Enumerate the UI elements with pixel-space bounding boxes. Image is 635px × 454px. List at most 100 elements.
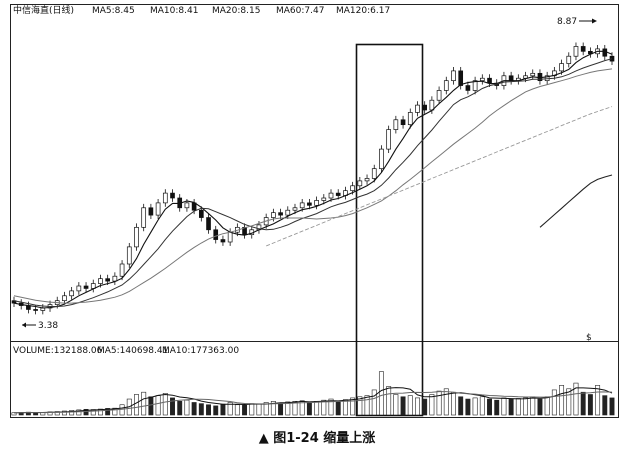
volume-bar-down	[580, 391, 586, 416]
candle	[155, 198, 161, 220]
volume-bar-down	[422, 398, 428, 416]
candle-body-up	[321, 197, 327, 201]
volume-bar-down	[508, 398, 514, 416]
candle-body-down	[400, 119, 406, 126]
candle	[386, 125, 391, 154]
volume-bar-down	[537, 398, 543, 416]
volume-bar-up	[436, 390, 442, 416]
volume-bar-down	[206, 404, 211, 416]
ma10-line	[13, 58, 613, 307]
candle	[400, 115, 406, 129]
volume-bar-down	[465, 398, 471, 416]
volume-bar-up	[386, 386, 392, 416]
candle-body-up	[479, 77, 485, 82]
volume-ma5-line	[13, 387, 613, 414]
candle-body-up	[299, 202, 305, 209]
high-arrow-head	[592, 18, 597, 24]
candle-body-up	[98, 278, 103, 284]
candle	[162, 189, 168, 207]
candle-body-down	[213, 229, 219, 240]
candle	[148, 203, 154, 220]
candle	[516, 74, 521, 85]
candle-body-up	[350, 185, 355, 192]
candle	[357, 176, 363, 190]
candle	[11, 296, 17, 308]
volume-bar-down	[306, 402, 312, 416]
volume-bar-up	[97, 408, 103, 416]
candle-body-down	[170, 192, 175, 199]
candle	[364, 174, 370, 185]
volume-bar-up	[292, 401, 298, 416]
candle-body-up	[314, 200, 319, 206]
volume-bar-down	[487, 398, 492, 416]
volume-bar-up	[515, 398, 521, 416]
volume-bar-up	[155, 395, 161, 416]
volume-bar-down	[177, 401, 183, 416]
volume-bar-down	[587, 394, 593, 416]
volume-bar-up	[270, 401, 276, 416]
candle-body-up	[162, 192, 168, 204]
volume-bar-up	[119, 404, 125, 416]
volume-bar-down	[220, 403, 226, 416]
volume-bar-up	[378, 371, 384, 416]
candle	[415, 101, 420, 117]
candle-body-up	[573, 46, 579, 57]
highlight-box	[355, 43, 424, 417]
candle-body-down	[148, 207, 154, 216]
volume-bar-up	[76, 409, 82, 416]
volume-bar-up	[559, 385, 565, 416]
candle	[602, 44, 608, 61]
chart-frame	[10, 4, 619, 418]
low-arrow-head	[22, 322, 26, 328]
low-price-label: 3.38	[38, 321, 58, 331]
volume-bar-down	[278, 402, 284, 416]
candle	[90, 279, 96, 293]
candle	[307, 198, 312, 210]
candle	[479, 74, 485, 85]
candle-body-up	[184, 202, 190, 209]
candle	[458, 66, 464, 90]
candle-body-down	[580, 46, 586, 52]
volume-bar-up	[551, 389, 557, 416]
candle	[335, 189, 341, 200]
candle	[321, 194, 327, 205]
volume-bar-up	[350, 397, 356, 416]
candle-body-up	[451, 70, 456, 82]
candle-body-down	[335, 192, 341, 196]
volume-bar-up	[429, 394, 435, 416]
volume-bar-down	[400, 396, 406, 416]
candle-body-down	[220, 239, 226, 243]
volume-bar-up	[141, 391, 147, 416]
candle-body-up	[271, 212, 276, 218]
candle-body-up	[407, 112, 413, 126]
candle-body-up	[379, 148, 384, 170]
candle-body-up	[227, 231, 233, 243]
candle	[530, 69, 536, 80]
volume-ma10-label: MA10:177363.00	[162, 346, 239, 356]
candle-body-down	[609, 55, 615, 62]
volume-bar-up	[573, 382, 579, 416]
candle-body-up	[119, 263, 125, 277]
candle	[379, 145, 384, 173]
ma120-label: MA120:6.17	[336, 6, 390, 16]
candle	[314, 196, 319, 210]
volume-bar-up	[299, 400, 305, 416]
volume-bar-up	[314, 401, 320, 416]
candle-body-up	[371, 168, 377, 179]
candle	[242, 223, 247, 239]
volume-bar-up	[595, 385, 601, 416]
volume-bar-up	[61, 410, 67, 416]
candle-body-down	[458, 70, 464, 86]
volume-bar-up	[415, 397, 420, 416]
volume-bar-up	[234, 404, 240, 416]
volume-bar-up	[530, 396, 536, 416]
candle	[112, 272, 118, 286]
ma10-label: MA10:8.41	[150, 6, 198, 16]
candle	[134, 223, 139, 251]
candle-body-up	[328, 192, 334, 199]
candle-body-down	[487, 77, 492, 84]
candle-body-up	[357, 180, 363, 187]
candle	[343, 186, 348, 200]
ma60-label: MA60:7.47	[276, 6, 324, 16]
candle	[566, 52, 572, 68]
